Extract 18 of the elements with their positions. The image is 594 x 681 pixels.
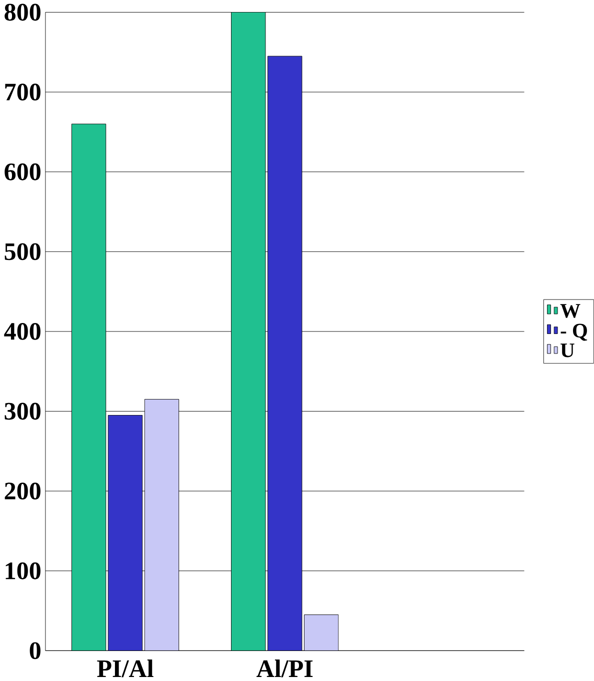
y-tick-label: 700 [5,84,41,101]
y-tick-label: 600 [4,163,41,180]
legend-label: W [560,304,580,318]
bar [231,12,266,651]
x-tick-label: PI/Al [97,660,154,678]
bar [268,56,302,651]
y-tick-label: 800 [4,4,41,21]
y-tick-label: 300 [4,402,41,420]
y-tick-label: 200 [4,482,41,500]
y-tick-label: 100 [6,562,41,580]
y-tick-label: 0 [30,642,41,660]
bar [108,415,143,651]
legend-label: - Q [560,324,588,341]
y-tick-label: 400 [4,322,41,340]
x-tick-label: Al/PI [256,660,313,678]
legend-label: U [560,344,574,358]
bar [71,124,106,651]
y-tick-label: 500 [4,243,41,260]
